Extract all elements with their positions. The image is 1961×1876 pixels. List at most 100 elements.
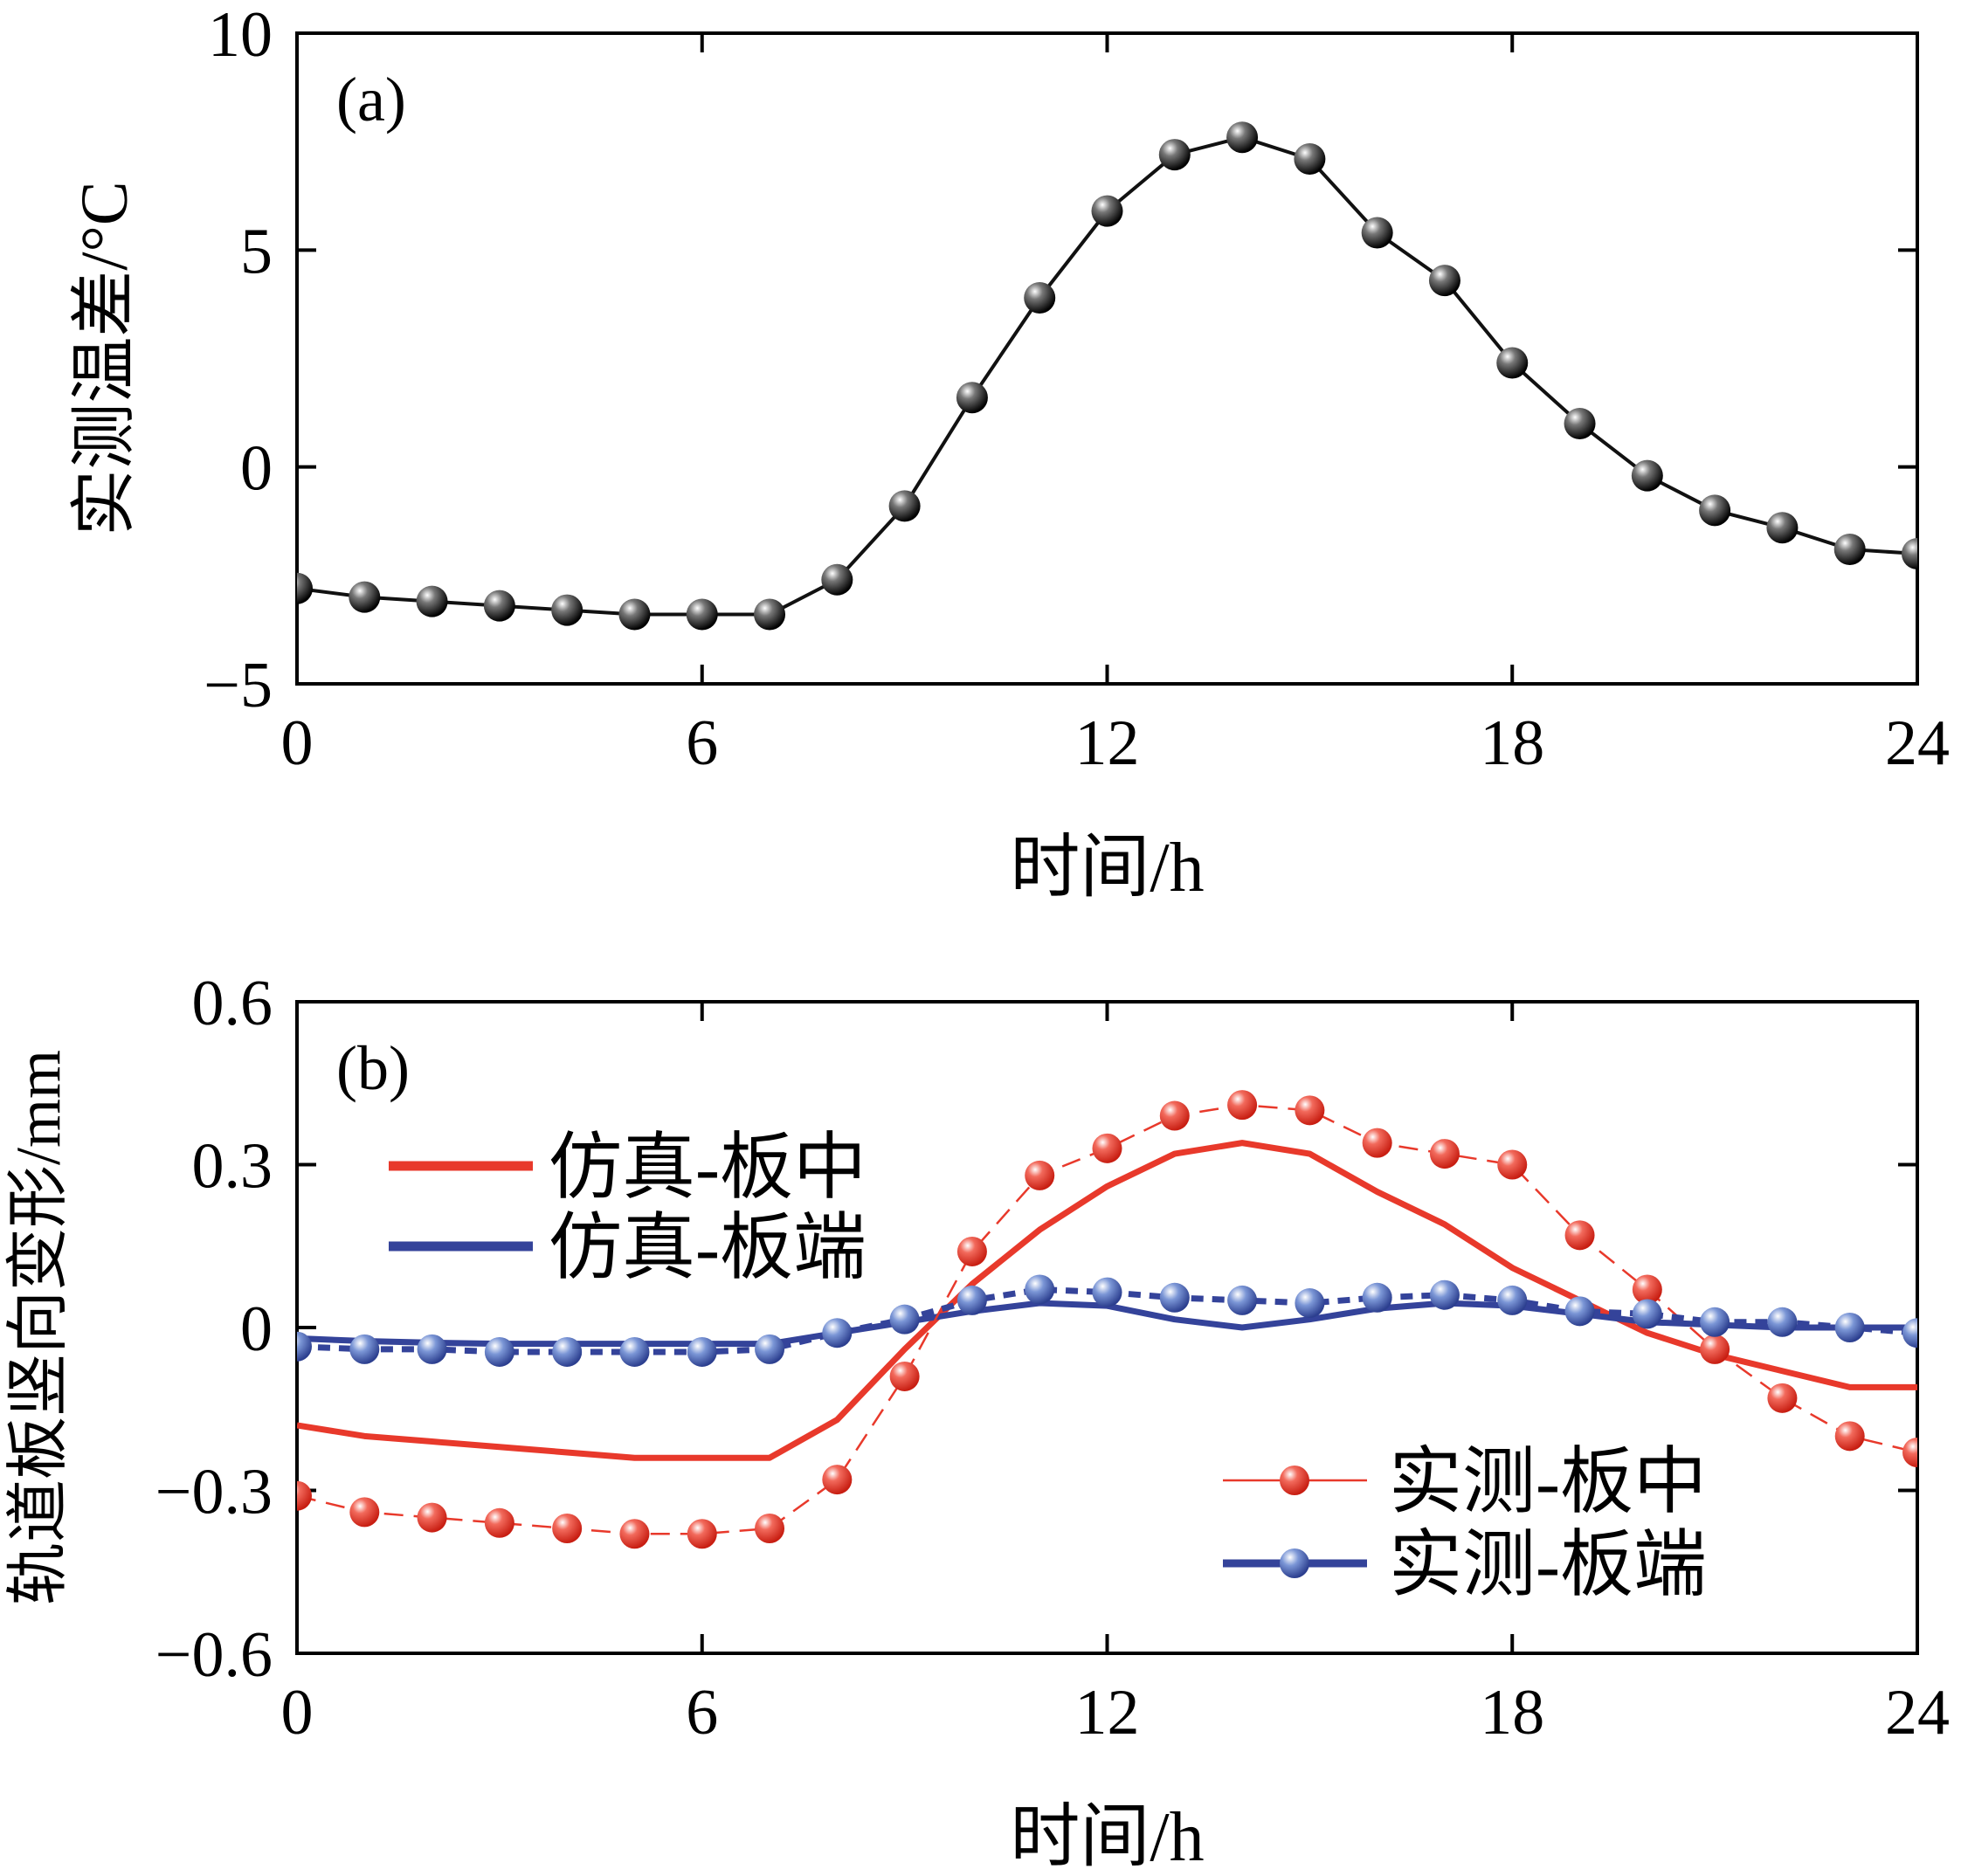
legend-label-4: 实测-板端 [1389,1525,1707,1606]
series-3-point [1834,1421,1865,1452]
series-1-point [1902,538,1917,569]
series-4-point [755,1334,785,1364]
panel-label: (b) [336,1033,410,1103]
series-1-point [1091,195,1123,227]
panel-b-chart: 0 6 12 18 24 −0.6 −0.3 0 0.3 0.6 时间/h 轨道板竖向变形/mm (b)… [3,968,1950,1876]
series-3-point [1159,1100,1190,1131]
series-3-point [1700,1334,1730,1364]
x-tick-label: 12 [1075,707,1140,779]
series-4-point [1564,1296,1595,1327]
x-axis-label: 时间/h [1010,1799,1204,1876]
series-3-point [1902,1437,1917,1467]
series-4-point [687,1336,717,1367]
series-3-point [1362,1128,1392,1158]
y-tick-label: 10 [208,0,273,71]
series-3-point [619,1519,650,1549]
series-1-point [618,598,651,631]
legend-marker-4 [1280,1548,1309,1578]
x-tick-label: 18 [1480,707,1544,779]
series-3-point [1429,1139,1460,1169]
series-3-point [1564,1220,1595,1251]
series-4-point [1025,1274,1055,1305]
series-4-point [1429,1279,1460,1310]
y-tick-label: 0.3 [192,1131,273,1203]
x-tick-label: 24 [1885,1677,1950,1748]
series-1-point [1631,459,1663,492]
series-1-point [1496,347,1529,379]
series-4-point [417,1334,447,1364]
y-tick-label: 0 [240,1293,273,1365]
y-axis-label: 实测温差/°C [68,181,142,535]
series-1-point [686,598,718,631]
series-4-point [1497,1285,1528,1315]
series-4-point [1092,1277,1122,1307]
series-4-point [1159,1282,1190,1313]
series-4-point [552,1336,583,1367]
series-4-point [297,1331,312,1362]
series-3-point [552,1514,583,1544]
y-tick-label: 5 [240,216,273,287]
y-axis-label: 轨道板竖向变形/mm [3,1050,73,1605]
series-3-point [297,1480,312,1511]
series-1-point [416,585,448,617]
series-1-point [483,590,515,622]
series-3-point [822,1465,853,1495]
series-4-point [956,1285,987,1315]
y-tick-label: 0.6 [192,968,273,1039]
series-1-point [888,490,921,522]
series-1-point [1226,121,1259,154]
series-1-point [1158,139,1191,171]
series-4-point [1362,1282,1392,1313]
legend-label-2: 仿真-板端 [549,1208,867,1289]
y-tick-label: −0.6 [155,1619,273,1691]
series-1-point [1024,281,1056,314]
x-tick-label: 0 [281,707,314,779]
series-4-point [1700,1307,1730,1337]
series-3-point [956,1236,987,1266]
plot-frame [295,31,1919,686]
y-tick-label: 0 [240,433,273,505]
series-1-point [551,594,583,626]
x-tick-label: 24 [1885,707,1950,779]
series-3-point [1767,1383,1798,1413]
series-4-point [822,1318,853,1348]
x-tick-label: 18 [1480,1677,1544,1748]
x-tick-label: 6 [686,707,718,779]
series-3-point [417,1502,447,1533]
series-4-point [484,1336,514,1367]
legend-marker-3 [1280,1466,1309,1495]
series-1-point [1766,512,1799,544]
series-1-point [349,581,381,613]
series-4-point [1902,1318,1917,1348]
x-tick-label: 6 [686,1677,718,1748]
series-3-point [1632,1274,1662,1305]
series-3-point [1295,1095,1325,1126]
legend-label-3: 实测-板中 [1389,1442,1707,1523]
series-group [297,1090,1917,1549]
series-3-point [889,1361,920,1391]
series-4-point [1227,1285,1258,1315]
series-1-point [1833,534,1866,566]
series-4-point [1632,1299,1662,1329]
series-1-point [1428,265,1460,297]
series-3-point [349,1497,380,1528]
series-4-point [619,1336,650,1367]
series-3-point [484,1507,514,1538]
series-3-point [1092,1133,1122,1163]
series-1-point [1361,217,1393,249]
series-1-point [1699,494,1731,527]
legend-label-1: 仿真-板中 [549,1128,867,1209]
series-4-point [1295,1288,1325,1319]
series-1-point [1564,408,1596,439]
series-4-point [889,1304,920,1335]
series-1-point [754,598,786,631]
series-3-point [755,1514,785,1544]
series-1-point [956,382,988,414]
x-tick-label: 12 [1075,1677,1140,1748]
series-3-point [1497,1149,1528,1180]
series-3-point [687,1519,717,1549]
y-tick-label: −0.3 [155,1457,273,1528]
